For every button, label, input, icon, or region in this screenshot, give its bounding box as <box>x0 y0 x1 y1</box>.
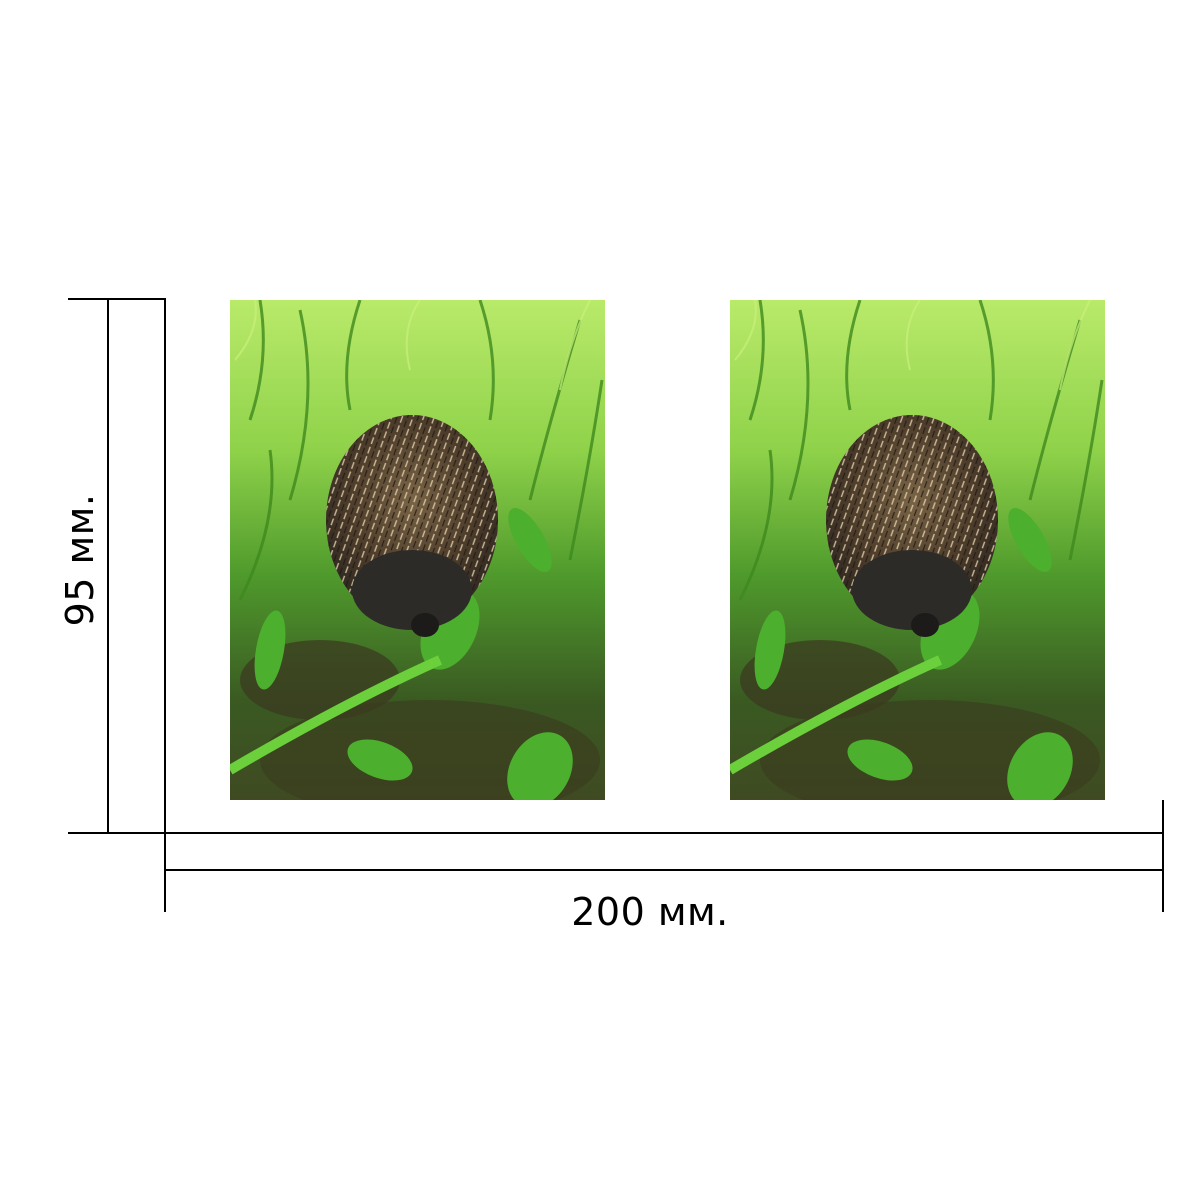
height-bottom-tick <box>68 832 166 834</box>
height-dimension-line <box>107 298 109 834</box>
hedgehog-photo <box>730 300 1105 800</box>
height-label: 95 мм. <box>58 493 102 627</box>
panel-left-edge <box>164 298 166 834</box>
width-dimension-line <box>164 869 1164 871</box>
width-label: 200 мм. <box>571 890 729 934</box>
width-left-tick <box>164 832 166 912</box>
hedgehog-photo <box>230 300 605 800</box>
height-top-tick <box>68 298 166 300</box>
photo-panel-left <box>230 300 605 800</box>
photo-panel-right <box>730 300 1105 800</box>
width-top-line <box>164 832 1164 834</box>
width-right-tick <box>1162 800 1164 912</box>
height-label-container: 95 мм. <box>40 430 120 690</box>
